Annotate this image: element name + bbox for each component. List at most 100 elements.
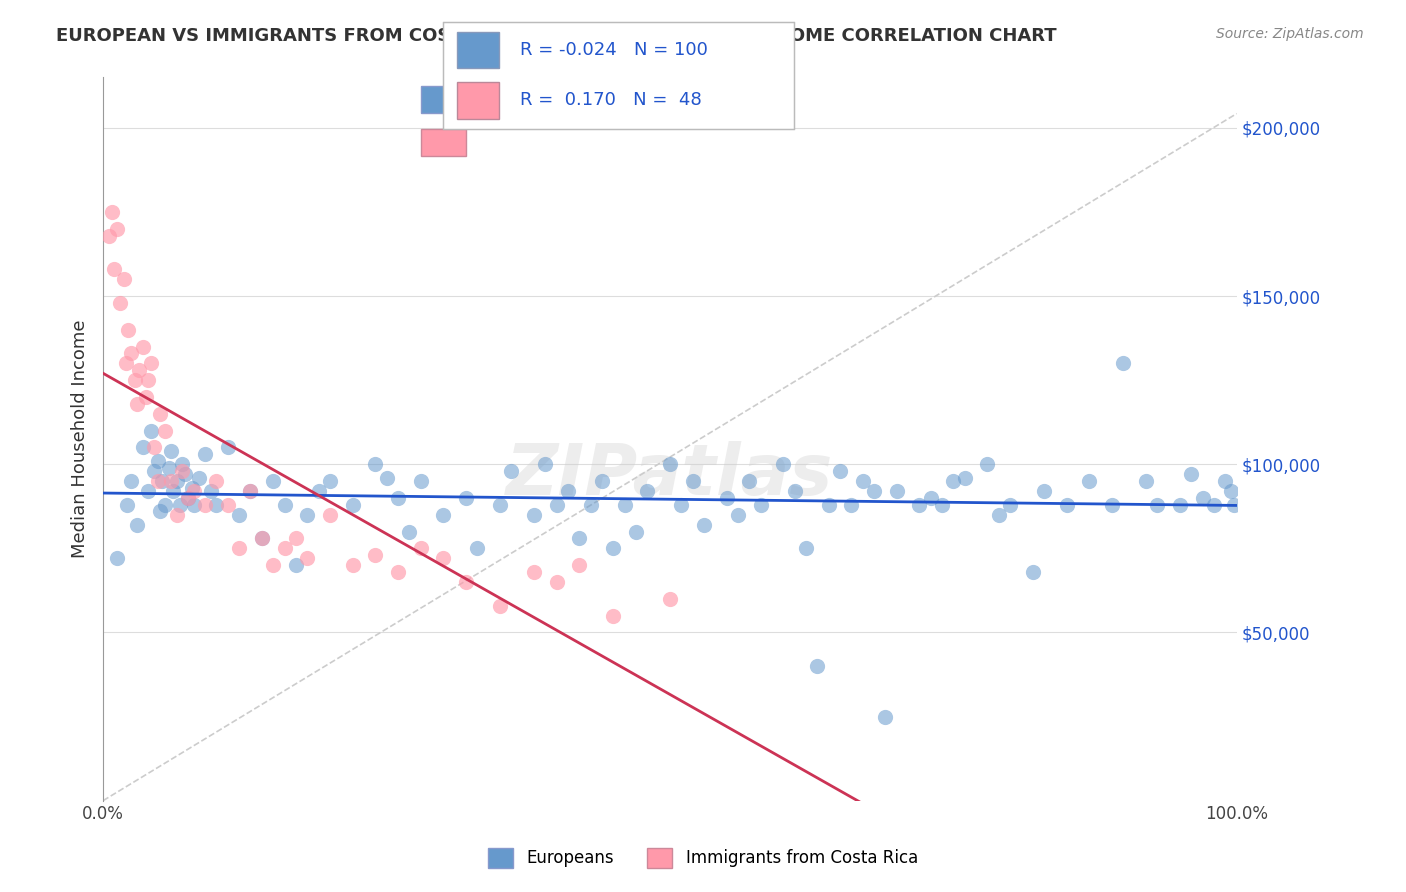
Point — [806, 659, 828, 673]
Point — [546, 498, 568, 512]
Point — [169, 498, 191, 512]
Point — [523, 565, 546, 579]
Point — [976, 457, 998, 471]
Point — [101, 205, 124, 219]
Point — [364, 457, 387, 471]
Point — [239, 484, 262, 499]
Point — [772, 457, 794, 471]
Point — [108, 295, 131, 310]
Point — [180, 481, 202, 495]
Bar — [420, 129, 465, 156]
Point — [295, 508, 318, 522]
Point — [217, 441, 239, 455]
Point — [398, 524, 420, 539]
Point — [205, 498, 228, 512]
Point — [1168, 498, 1191, 512]
Point — [1191, 491, 1213, 505]
Point — [308, 484, 330, 499]
Point — [138, 484, 160, 499]
Point — [273, 541, 295, 556]
Point — [139, 424, 162, 438]
Point — [875, 709, 897, 723]
Point — [262, 558, 284, 573]
Point — [671, 498, 693, 512]
Point — [591, 474, 613, 488]
Point — [987, 508, 1010, 522]
Point — [534, 457, 557, 471]
Y-axis label: Median Household Income: Median Household Income — [72, 319, 89, 558]
Point — [489, 498, 512, 512]
Point — [250, 531, 273, 545]
Point — [579, 498, 602, 512]
Text: ZIPatlas: ZIPatlas — [506, 441, 834, 509]
Point — [177, 491, 200, 505]
Point — [132, 339, 155, 353]
Point — [1223, 498, 1246, 512]
Point — [364, 548, 387, 562]
Point — [908, 498, 931, 512]
Point — [143, 464, 166, 478]
Point — [489, 599, 512, 613]
Point — [217, 498, 239, 512]
Point — [114, 356, 136, 370]
Point — [432, 551, 454, 566]
Point — [1135, 474, 1157, 488]
Text: R = -0.024   N = 100: R = -0.024 N = 100 — [520, 41, 709, 59]
Point — [342, 558, 364, 573]
Point — [953, 471, 976, 485]
Point — [454, 491, 477, 505]
Point — [817, 498, 839, 512]
Point — [319, 508, 342, 522]
Point — [166, 508, 188, 522]
Point — [1101, 498, 1123, 512]
Point — [624, 524, 647, 539]
Point — [1056, 498, 1078, 512]
Point — [794, 541, 817, 556]
Point — [602, 608, 624, 623]
Point — [284, 558, 307, 573]
Point — [693, 517, 716, 532]
Point — [682, 474, 704, 488]
Point — [658, 591, 681, 606]
Point — [262, 474, 284, 488]
Point — [523, 508, 546, 522]
Point — [124, 373, 146, 387]
Point — [602, 541, 624, 556]
Point — [155, 498, 177, 512]
Point — [146, 454, 169, 468]
Point — [342, 498, 364, 512]
Point — [228, 541, 250, 556]
Point — [1033, 484, 1056, 499]
Point — [658, 457, 681, 471]
Point — [194, 447, 217, 461]
Point — [920, 491, 942, 505]
Point — [160, 474, 183, 488]
Point — [387, 565, 409, 579]
Point — [132, 441, 155, 455]
Point — [852, 474, 875, 488]
Point — [97, 228, 120, 243]
Point — [409, 541, 432, 556]
Point — [172, 464, 194, 478]
Point — [1146, 498, 1168, 512]
Point — [557, 484, 579, 499]
Bar — [457, 82, 499, 119]
Point — [183, 498, 205, 512]
Point — [387, 491, 409, 505]
Point — [568, 531, 591, 545]
Point — [501, 464, 523, 478]
Point — [121, 346, 143, 360]
Point — [183, 484, 205, 499]
Point — [727, 508, 749, 522]
Point — [112, 272, 135, 286]
Point — [828, 464, 851, 478]
Point — [239, 484, 262, 499]
Point — [157, 460, 180, 475]
Point — [1180, 467, 1202, 482]
Point — [931, 498, 953, 512]
Point — [783, 484, 806, 499]
Point — [998, 498, 1021, 512]
Point — [1112, 356, 1135, 370]
Bar — [457, 32, 499, 69]
Point — [173, 467, 195, 482]
